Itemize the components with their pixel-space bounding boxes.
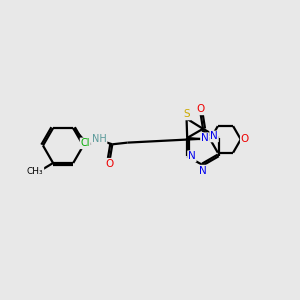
Text: N: N bbox=[210, 131, 218, 142]
Text: O: O bbox=[241, 134, 249, 144]
Text: O: O bbox=[196, 104, 205, 114]
Text: NH: NH bbox=[92, 134, 106, 144]
Text: CH₃: CH₃ bbox=[27, 167, 44, 176]
Text: N: N bbox=[201, 133, 209, 143]
Text: N: N bbox=[199, 166, 207, 176]
Text: S: S bbox=[184, 110, 190, 119]
Text: N: N bbox=[188, 151, 196, 161]
Text: Cl: Cl bbox=[80, 138, 90, 148]
Text: O: O bbox=[105, 159, 113, 169]
